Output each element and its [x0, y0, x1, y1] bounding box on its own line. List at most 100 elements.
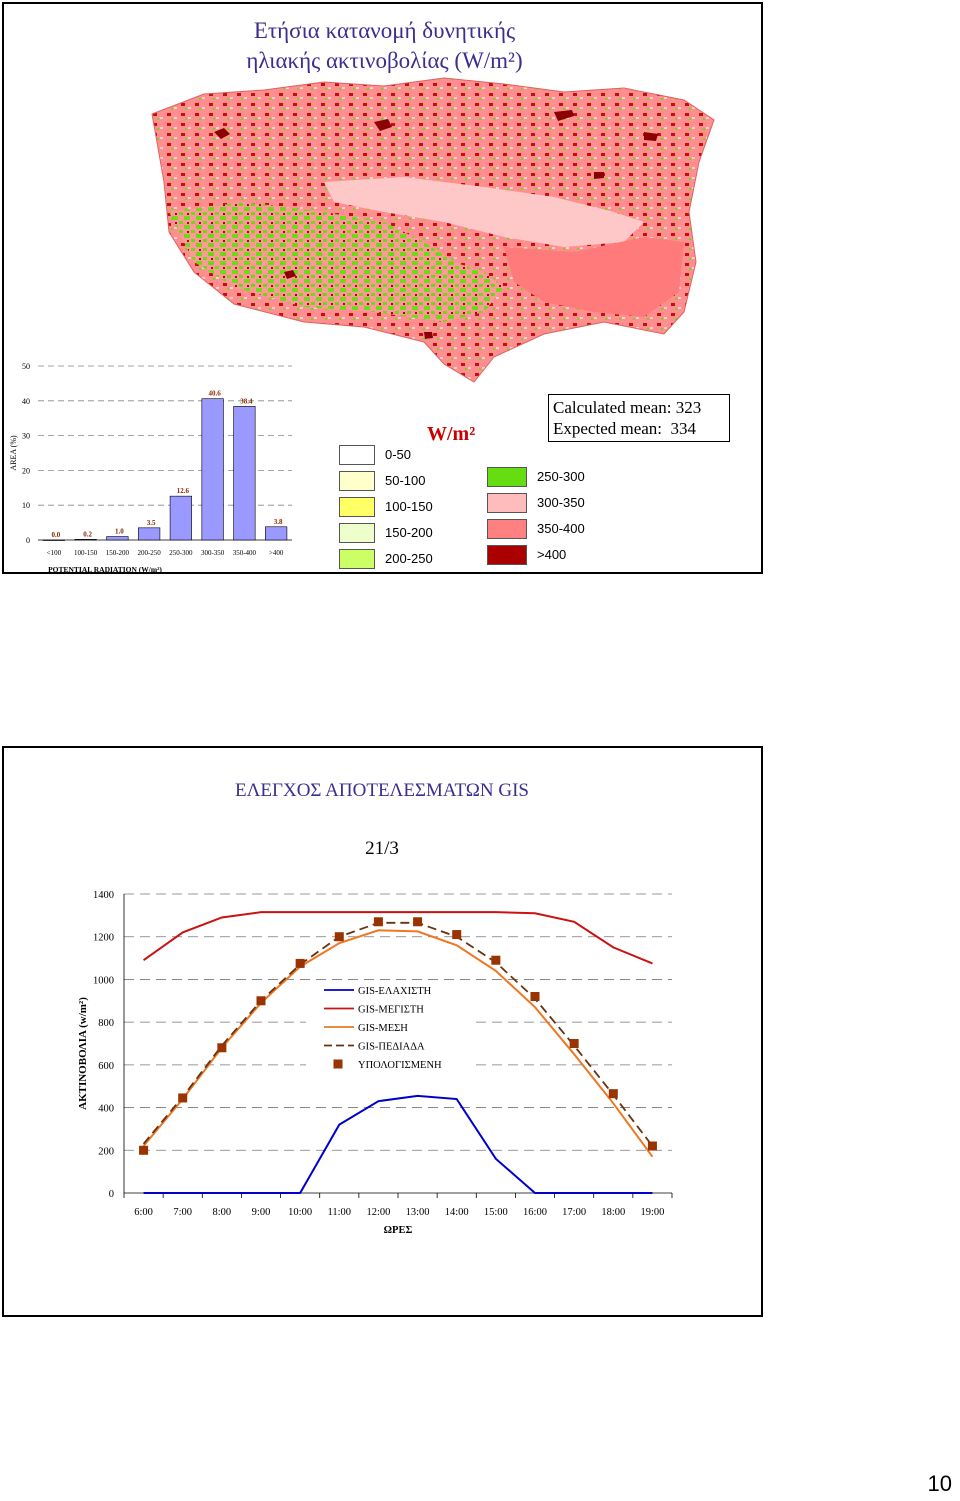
legend-swatch — [339, 549, 375, 569]
line-series-0 — [143, 1094, 653, 1194]
line-marker — [491, 955, 501, 965]
line-y-tick: 600 — [98, 1061, 114, 1072]
legend-item: 200-250 — [339, 549, 539, 569]
map-band-light — [324, 177, 644, 247]
legend-label: GIS-ΠΕΔΙΑΔΑ — [358, 1042, 425, 1053]
hist-value-label: 40.6 — [209, 390, 222, 398]
line-marker — [256, 996, 266, 1006]
line-x-tick: 10:00 — [288, 1207, 312, 1218]
hist-value-label: 3.5 — [147, 519, 156, 527]
hist-value-label: 1.0 — [115, 528, 124, 536]
legend-label: 150-200 — [385, 525, 433, 540]
line-x-tick: 8:00 — [213, 1207, 232, 1218]
line-marker — [295, 958, 305, 968]
legend-swatch — [487, 545, 527, 565]
hist-bar — [233, 406, 256, 541]
map-band-green — [169, 202, 504, 322]
hist-value-label: 12.6 — [177, 487, 190, 495]
line-marker — [334, 932, 344, 942]
hist-value-label: 0.0 — [52, 531, 61, 539]
line-x-tick: 16:00 — [523, 1207, 547, 1218]
hist-x-tick: 300-350 — [201, 549, 225, 557]
legend-item: >400 — [487, 545, 687, 565]
legend-label: 300-350 — [537, 495, 585, 510]
legend-label: >400 — [537, 547, 567, 562]
line-marker — [530, 992, 540, 1002]
map-legend: W/m² 0-50 50-100 100-150 150-200 200-250 250… — [339, 419, 759, 569]
line-x-tick: 15:00 — [484, 1207, 508, 1218]
legend-swatch — [339, 471, 375, 491]
hist-value-label: 38.4 — [240, 397, 253, 405]
hist-y-tick: 30 — [22, 432, 30, 441]
line-x-tick: 18:00 — [601, 1207, 625, 1218]
legend-swatch — [339, 523, 375, 543]
line-marker — [139, 1145, 149, 1155]
hist-x-label: POTENTIAL RADIATION (W/m²) — [48, 565, 162, 574]
hist-bar — [42, 539, 65, 541]
line-marker — [608, 1089, 618, 1099]
line-marker — [413, 917, 423, 927]
line-marker — [373, 917, 383, 927]
hist-bar — [106, 536, 129, 541]
slide-gis-check: ΕΛΕΓΧΟΣ ΑΠΟΤΕΛΕΣΜΑΤΩΝ GIS 21/3 0 200 400 600 8… — [2, 746, 763, 1317]
line-x-tick: 19:00 — [640, 1207, 664, 1218]
hist-bar — [169, 495, 192, 541]
line-x-tick: 9:00 — [252, 1207, 271, 1218]
calculated-mean: Calculated mean: 323 — [553, 398, 702, 417]
legend-label: ΥΠΟΛΟΓΙΣΜΕΝΗ — [358, 1060, 442, 1071]
legend-unit: W/m² — [427, 423, 476, 445]
line-marker — [452, 930, 462, 940]
hist-x-tick: 250-300 — [169, 549, 193, 557]
legend-marker — [333, 1059, 343, 1069]
daily-radiation-chart: ΕΛΕΓΧΟΣ ΑΠΟΤΕΛΕΣΜΑΤΩΝ GIS 21/3 0 200 400 600 8… — [77, 780, 673, 1236]
hist-x-tick: 150-200 — [106, 549, 130, 557]
legend-swatch — [487, 493, 527, 513]
hist-x-tick: 200-250 — [137, 549, 161, 557]
line-series-1 — [142, 911, 653, 965]
legend-item: 100-150 — [339, 497, 539, 517]
legend-label: GIS-ΜΕΓΙΣΤΗ — [358, 1005, 424, 1016]
title-line-1: Ετήσια κατανομή δυνητικής — [253, 18, 516, 43]
area-histogram: 0 10 20 30 40 50 AREA (%) 0.0 <100 0.2 100-150 1.0 1… — [9, 362, 292, 574]
legend-label: 100-150 — [385, 499, 433, 514]
line-chart-subtitle: 21/3 — [365, 838, 399, 859]
title-line-2: ηλιακής ακτινοβολίας (W/m²) — [246, 48, 523, 73]
line-y-tick: 800 — [98, 1018, 114, 1029]
line-x-tick: 13:00 — [406, 1207, 430, 1218]
line-x-tick: 12:00 — [366, 1207, 390, 1218]
hist-x-tick: >400 — [269, 549, 284, 557]
hist-bar — [265, 526, 288, 541]
legend-label: 0-50 — [385, 447, 412, 462]
line-chart-title: ΕΛΕΓΧΟΣ ΑΠΟΤΕΛΕΣΜΑΤΩΝ GIS — [235, 780, 529, 801]
legend-item: 250-300 — [487, 467, 687, 487]
hist-bar — [74, 539, 97, 541]
line-y-tick: 200 — [98, 1146, 114, 1157]
page-number: 10 — [927, 1471, 952, 1496]
hist-bar — [138, 527, 161, 541]
legend-label: 200-250 — [385, 551, 433, 566]
line-x-tick: 7:00 — [173, 1207, 192, 1218]
line-x-tick: 6:00 — [134, 1207, 153, 1218]
legend-swatch — [339, 497, 375, 517]
line-series-2 — [142, 929, 654, 1158]
legend-swatch — [339, 445, 375, 465]
hist-value-label: 0.2 — [83, 530, 92, 538]
line-marker — [178, 1093, 188, 1103]
legend-label: GIS-ΕΛΑΧΙΣΤΗ — [358, 986, 432, 997]
hist-value-label: 3.8 — [274, 518, 283, 526]
legend-item: 350-400 — [487, 519, 687, 539]
line-x-tick: 17:00 — [562, 1207, 586, 1218]
line-x-label: ΩΡΕΣ — [384, 1225, 413, 1236]
expected-mean: Expected mean: 334 — [553, 419, 697, 438]
line-marker — [217, 1043, 227, 1053]
line-y-tick: 0 — [109, 1189, 114, 1200]
hist-y-tick: 40 — [22, 397, 30, 406]
line-y-tick: 1400 — [93, 890, 114, 901]
hist-y-tick: 50 — [22, 362, 30, 371]
hist-y-label: AREA (%) — [9, 435, 18, 471]
line-y-tick: 1000 — [93, 975, 114, 986]
line-y-tick: 400 — [98, 1104, 114, 1115]
line-marker — [569, 1039, 579, 1048]
hist-x-tick: 100-150 — [74, 549, 98, 557]
slide-title: Ετήσια κατανομή δυνητικής ηλιακής ακτινο… — [4, 16, 765, 76]
